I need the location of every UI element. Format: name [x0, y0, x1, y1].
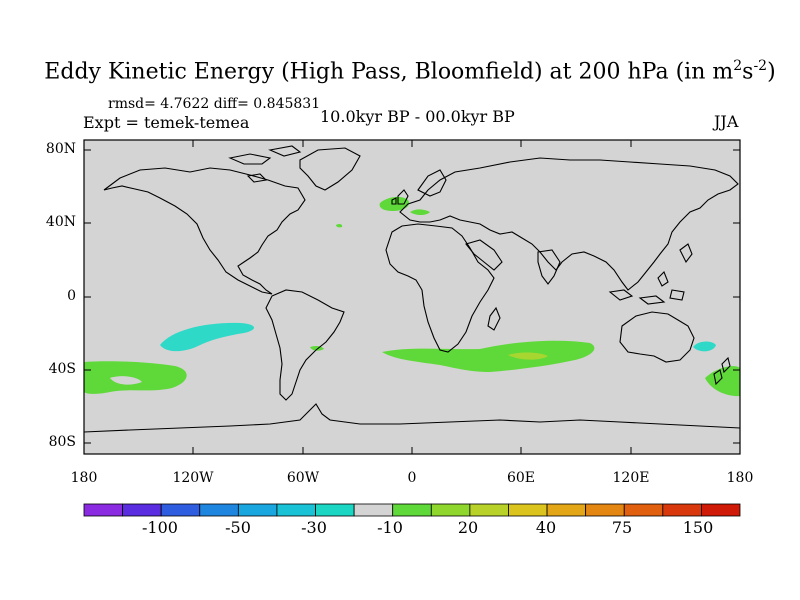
x-tick-60w: 60W: [286, 470, 320, 486]
season-label: JJA: [714, 112, 739, 131]
map-background: [84, 140, 740, 454]
scandinavia: [417, 169, 447, 197]
colorbar-box: [623, 503, 664, 517]
colorbar-box: [160, 503, 201, 517]
colorbar-box: [392, 503, 432, 517]
north-america-coast: [103, 167, 306, 295]
south-america-coast: [265, 289, 345, 401]
colorbar-box: [122, 503, 162, 517]
title-mid: s: [742, 59, 754, 85]
anomaly-south-indian-belt: [382, 340, 595, 372]
colorbar-box: [83, 503, 123, 517]
stats-text: rmsd= 4.7622 diff= 0.845831: [108, 96, 321, 112]
y-tick-40n: 40N: [45, 214, 76, 230]
colorbar: [83, 503, 741, 517]
experiment-label: Expt = temek-temea: [83, 113, 250, 132]
y-tick-40s: 40S: [48, 361, 76, 377]
colorbar-box: [353, 503, 394, 517]
new-zealand: [713, 356, 731, 386]
india-coast: [537, 249, 561, 285]
title-sup1: 2: [733, 58, 743, 74]
arabia-coast: [465, 239, 503, 271]
colorbar-box: [508, 503, 548, 517]
title-sup2: -2: [753, 58, 768, 74]
comparison-label: 10.0kyr BP - 00.0kyr BP: [320, 107, 515, 126]
anomaly-south-pacific-east: [84, 361, 187, 394]
colorbar-label-4: -10: [377, 518, 403, 537]
anomaly-europe: [410, 209, 430, 215]
colorbar-label-8: 150: [682, 518, 714, 537]
australia-coast: [619, 311, 695, 363]
plot-title: Eddy Kinetic Energy (High Pass, Bloomfie…: [0, 58, 800, 84]
eurasia-coast: [399, 157, 739, 291]
colorbar-box: [662, 503, 702, 517]
y-tick-0: 0: [67, 288, 76, 304]
colorbar-box: [469, 503, 509, 517]
x-tick-180w: 180: [70, 470, 98, 486]
colorbar-box: [315, 503, 355, 517]
madagascar: [487, 306, 501, 331]
colorbar-box: [199, 503, 239, 517]
colorbar-box: [546, 503, 587, 517]
anomaly-southeast-pacific: [160, 322, 255, 352]
colorbar-box: [237, 503, 278, 517]
colorbar-box: [701, 503, 741, 517]
colorbar-box: [585, 503, 625, 517]
colorbar-label-5: 20: [457, 518, 479, 537]
africa-coast: [385, 223, 495, 353]
title-text: Eddy Kinetic Energy (High Pass, Bloomfie…: [44, 59, 734, 85]
x-tick-120e: 120E: [612, 470, 650, 486]
y-tick-80s: 80S: [48, 434, 76, 450]
greenland-coast: [299, 147, 361, 191]
colorbar-label-3: -30: [301, 518, 327, 537]
x-tick-0: 0: [407, 470, 417, 486]
anomaly-mid-atlantic-small: [336, 223, 343, 228]
coastlines: [84, 145, 740, 433]
axis-ticks: [84, 140, 740, 454]
y-tick-80n: 80N: [45, 141, 76, 157]
colorbar-label-2: -50: [225, 518, 251, 537]
title-end: ): [767, 59, 776, 85]
x-tick-180e: 180: [726, 470, 754, 486]
anomaly-argentina: [310, 345, 324, 351]
colorbar-box: [276, 503, 316, 517]
anomaly-south-pacific-hole: [110, 376, 142, 385]
anomaly-south-indian-core: [508, 352, 548, 360]
antarctica-coast: [84, 403, 740, 433]
colorbar-box: [430, 503, 471, 517]
southeast-asia-islands: [608, 243, 693, 305]
colorbar-label-1: -100: [142, 518, 178, 537]
anomaly-tasman-sea: [693, 341, 716, 352]
arctic-islands: [228, 145, 302, 183]
british-isles: [391, 189, 409, 205]
colorbar-label-7: 75: [611, 518, 633, 537]
x-tick-120w: 120W: [172, 470, 214, 486]
colorbar-label-6: 40: [535, 518, 557, 537]
x-tick-60e: 60E: [506, 470, 536, 486]
